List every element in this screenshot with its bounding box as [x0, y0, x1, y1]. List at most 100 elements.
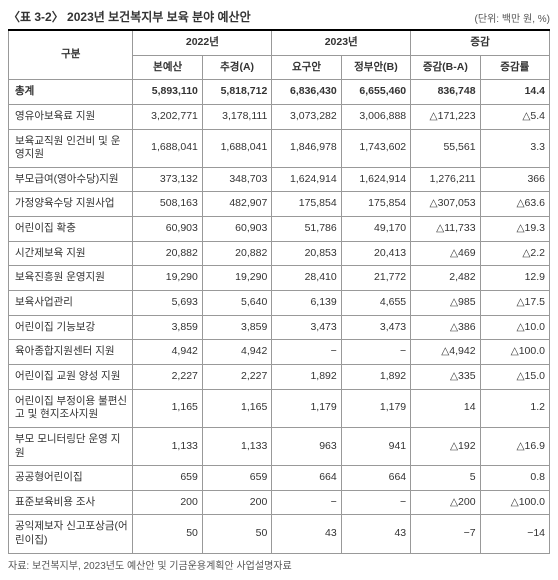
row-label: 총계: [9, 80, 133, 105]
row-value: −: [341, 340, 410, 365]
row-label: 시간제보육 지원: [9, 241, 133, 266]
row-value: 21,772: [341, 266, 410, 291]
row-value: 1,179: [341, 389, 410, 427]
row-value: 664: [341, 466, 410, 491]
row-value: △15.0: [480, 364, 549, 389]
row-value: 14: [411, 389, 480, 427]
row-value: 1,624,914: [341, 167, 410, 192]
row-label: 보육교직원 인건비 및 운영지원: [9, 129, 133, 167]
row-value: 1,165: [133, 389, 202, 427]
row-value: 836,748: [411, 80, 480, 105]
row-value: △63.6: [480, 192, 549, 217]
row-value: △307,053: [411, 192, 480, 217]
row-value: 2,227: [202, 364, 271, 389]
table-row: 어린이집 확충60,90360,90351,78649,170△11,733△1…: [9, 217, 550, 242]
row-value: 1,133: [202, 427, 271, 465]
row-value: 1,688,041: [133, 129, 202, 167]
table-row: 가정양육수당 지원사업508,163482,907175,854175,854△…: [9, 192, 550, 217]
table-row: 어린이집 기능보강3,8593,8593,4733,473△386△10.0: [9, 315, 550, 340]
row-value: 348,703: [202, 167, 271, 192]
row-value: △200: [411, 490, 480, 515]
row-label: 어린이집 기능보강: [9, 315, 133, 340]
row-value: −: [272, 490, 341, 515]
row-value: △2.2: [480, 241, 549, 266]
row-value: 175,854: [341, 192, 410, 217]
col-subheader: 요구안: [272, 55, 341, 80]
budget-table: 구분 2022년 2023년 증감 본예산 추경(A) 요구안 정부안(B) 증…: [8, 29, 550, 554]
row-label: 부모 모니터링단 운영 지원: [9, 427, 133, 465]
row-value: 5,693: [133, 291, 202, 316]
row-value: 1,846,978: [272, 129, 341, 167]
row-value: −: [272, 340, 341, 365]
col-header-change: 증감: [411, 30, 550, 55]
row-value: 200: [202, 490, 271, 515]
row-value: 2,227: [133, 364, 202, 389]
row-value: 60,903: [133, 217, 202, 242]
col-subheader: 추경(A): [202, 55, 271, 80]
row-value: 14.4: [480, 80, 549, 105]
row-label: 보육사업관리: [9, 291, 133, 316]
row-value: 2,482: [411, 266, 480, 291]
table-row: 영유아보육료 지원3,202,7713,178,1113,073,2823,00…: [9, 104, 550, 129]
col-subheader: 정부안(B): [341, 55, 410, 80]
col-subheader: 본예산: [133, 55, 202, 80]
row-value: 6,836,430: [272, 80, 341, 105]
row-value: 3,006,888: [341, 104, 410, 129]
row-value: 20,853: [272, 241, 341, 266]
row-value: 6,655,460: [341, 80, 410, 105]
col-header-2023: 2023년: [272, 30, 411, 55]
col-subheader: 증감률: [480, 55, 549, 80]
row-value: 49,170: [341, 217, 410, 242]
table-row: 공공형어린이집65965966466450.8: [9, 466, 550, 491]
table-row: 보육사업관리5,6935,6406,1394,655△985△17.5: [9, 291, 550, 316]
row-value: 4,942: [202, 340, 271, 365]
row-value: △5.4: [480, 104, 549, 129]
row-value: △11,733: [411, 217, 480, 242]
row-value: 963: [272, 427, 341, 465]
row-value: △100.0: [480, 340, 549, 365]
row-value: 3.3: [480, 129, 549, 167]
row-value: −14: [480, 515, 549, 553]
row-label: 보육진흥원 운영지원: [9, 266, 133, 291]
table-body: 총계5,893,1105,818,7126,836,4306,655,46083…: [9, 80, 550, 553]
row-value: 200: [133, 490, 202, 515]
row-label: 영유아보육료 지원: [9, 104, 133, 129]
row-value: 55,561: [411, 129, 480, 167]
row-value: 664: [272, 466, 341, 491]
table-row: 어린이집 부정이용 불편신고 및 현지조사지원1,1651,1651,1791,…: [9, 389, 550, 427]
row-value: 20,413: [341, 241, 410, 266]
table-head: 구분 2022년 2023년 증감 본예산 추경(A) 요구안 정부안(B) 증…: [9, 30, 550, 80]
row-value: △16.9: [480, 427, 549, 465]
row-value: △10.0: [480, 315, 549, 340]
row-label: 어린이집 확충: [9, 217, 133, 242]
row-value: 373,132: [133, 167, 202, 192]
row-label: 표준보육비용 조사: [9, 490, 133, 515]
row-value: 50: [202, 515, 271, 553]
row-value: 659: [133, 466, 202, 491]
row-value: 1,892: [272, 364, 341, 389]
row-label: 가정양육수당 지원사업: [9, 192, 133, 217]
row-value: 508,163: [133, 192, 202, 217]
table-row: 부모급여(영아수당)지원373,132348,7031,624,9141,624…: [9, 167, 550, 192]
row-value: △171,223: [411, 104, 480, 129]
row-value: 20,882: [133, 241, 202, 266]
row-label: 공공형어린이집: [9, 466, 133, 491]
row-value: 12.9: [480, 266, 549, 291]
table-row: 보육교직원 인건비 및 운영지원1,688,0411,688,0411,846,…: [9, 129, 550, 167]
row-value: △4,942: [411, 340, 480, 365]
row-value: 5,893,110: [133, 80, 202, 105]
row-value: △985: [411, 291, 480, 316]
row-value: 3,473: [272, 315, 341, 340]
row-value: 51,786: [272, 217, 341, 242]
row-label: 어린이집 교원 양성 지원: [9, 364, 133, 389]
row-value: 1,624,914: [272, 167, 341, 192]
table-row: 표준보육비용 조사200200−−△200△100.0: [9, 490, 550, 515]
row-value: −: [341, 490, 410, 515]
table-title: 〈표 3-2〉 2023년 보건복지부 보육 분야 예산안: [8, 8, 251, 25]
row-value: 659: [202, 466, 271, 491]
row-label: 육아종합지원센터 지원: [9, 340, 133, 365]
row-value: △192: [411, 427, 480, 465]
row-value: 3,859: [133, 315, 202, 340]
row-value: 3,073,282: [272, 104, 341, 129]
row-label: 어린이집 부정이용 불편신고 및 현지조사지원: [9, 389, 133, 427]
